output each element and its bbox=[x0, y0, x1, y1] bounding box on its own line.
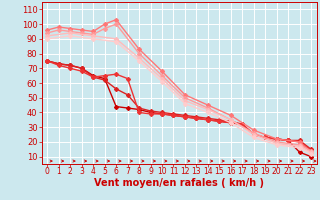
X-axis label: Vent moyen/en rafales ( km/h ): Vent moyen/en rafales ( km/h ) bbox=[94, 178, 264, 188]
